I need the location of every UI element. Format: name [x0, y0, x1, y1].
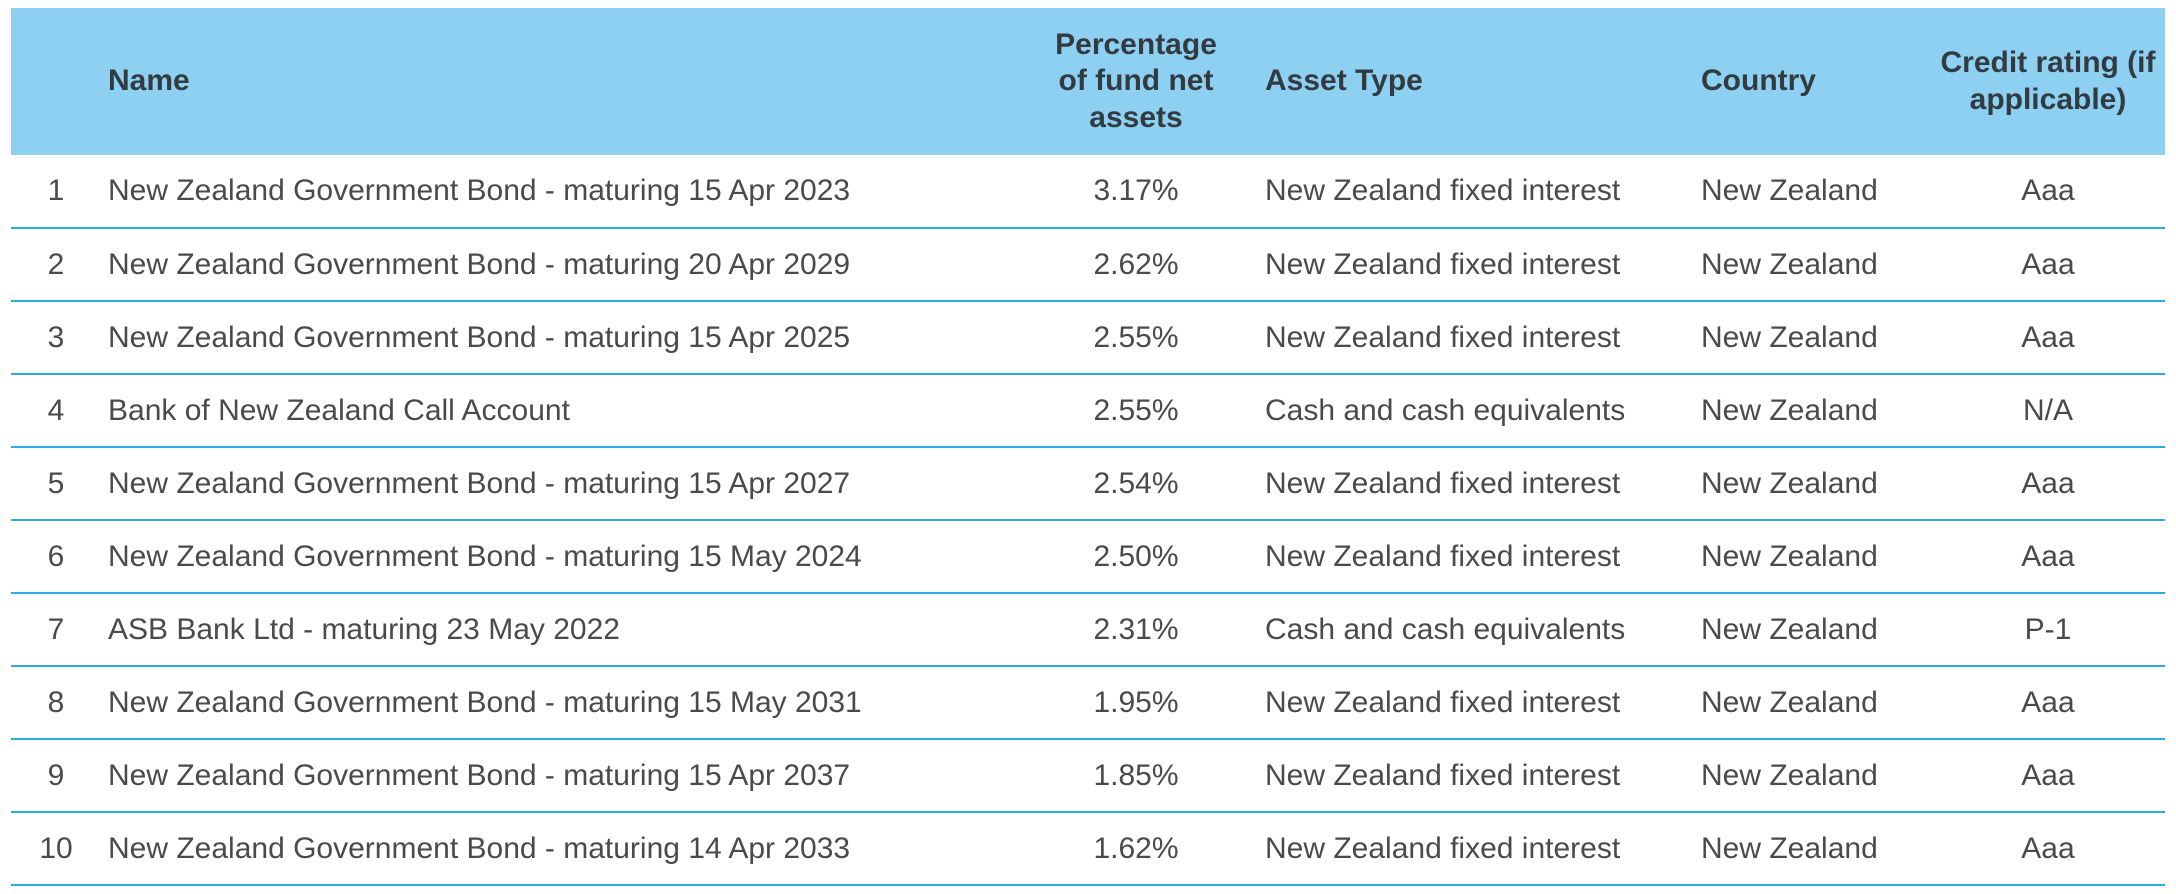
credit-rating-cell: Aaa: [1931, 228, 2165, 302]
percentage-cell: 2.31%: [1041, 593, 1231, 667]
row-number-cell: 8: [11, 666, 101, 740]
asset-type-cell: New Zealand fixed interest: [1231, 228, 1701, 302]
country-cell: New Zealand: [1701, 374, 1931, 448]
credit-rating-cell: N/A: [1931, 374, 2165, 448]
row-number-cell: 3: [11, 301, 101, 375]
country-cell: New Zealand: [1701, 593, 1931, 667]
table-body: 1 New Zealand Government Bond - maturing…: [11, 155, 2165, 886]
credit-rating-cell: Aaa: [1931, 301, 2165, 375]
table-row: 1 New Zealand Government Bond - maturing…: [11, 155, 2165, 229]
row-number-cell: 1: [11, 155, 101, 229]
row-number-cell: 5: [11, 447, 101, 521]
asset-type-cell: Cash and cash equivalents: [1231, 374, 1701, 448]
credit-rating-cell: Aaa: [1931, 812, 2165, 886]
country-cell: New Zealand: [1701, 155, 1931, 229]
holding-name-cell: New Zealand Government Bond - maturing 1…: [101, 739, 1041, 813]
row-number-cell: 10: [11, 812, 101, 886]
credit-rating-cell: Aaa: [1931, 447, 2165, 521]
row-number-cell: 9: [11, 739, 101, 813]
table-row: 2 New Zealand Government Bond - maturing…: [11, 228, 2165, 302]
country-cell: New Zealand: [1701, 228, 1931, 302]
percentage-cell: 1.62%: [1041, 812, 1231, 886]
credit-rating-cell: Aaa: [1931, 520, 2165, 594]
col-header-asset-type: Asset Type: [1231, 8, 1701, 155]
col-header-percentage: Percentage of fund net assets: [1041, 8, 1231, 155]
col-header-rank: [11, 8, 101, 155]
percentage-cell: 1.95%: [1041, 666, 1231, 740]
percentage-cell: 2.55%: [1041, 301, 1231, 375]
country-cell: New Zealand: [1701, 666, 1931, 740]
country-cell: New Zealand: [1701, 812, 1931, 886]
credit-rating-cell: Aaa: [1931, 155, 2165, 229]
percentage-cell: 2.62%: [1041, 228, 1231, 302]
holding-name-cell: ASB Bank Ltd - maturing 23 May 2022: [101, 593, 1041, 667]
percentage-cell: 2.54%: [1041, 447, 1231, 521]
credit-rating-cell: Aaa: [1931, 666, 2165, 740]
country-cell: New Zealand: [1701, 520, 1931, 594]
percentage-cell: 2.50%: [1041, 520, 1231, 594]
asset-type-cell: New Zealand fixed interest: [1231, 155, 1701, 229]
percentage-cell: 3.17%: [1041, 155, 1231, 229]
table-row: 6 New Zealand Government Bond - maturing…: [11, 520, 2165, 594]
table-row: 9 New Zealand Government Bond - maturing…: [11, 739, 2165, 813]
table-row: 5 New Zealand Government Bond - maturing…: [11, 447, 2165, 521]
asset-type-cell: Cash and cash equivalents: [1231, 593, 1701, 667]
row-number-cell: 7: [11, 593, 101, 667]
holding-name-cell: New Zealand Government Bond - maturing 2…: [101, 228, 1041, 302]
table-row: 8 New Zealand Government Bond - maturing…: [11, 666, 2165, 740]
holding-name-cell: New Zealand Government Bond - maturing 1…: [101, 301, 1041, 375]
asset-type-cell: New Zealand fixed interest: [1231, 812, 1701, 886]
row-number-cell: 2: [11, 228, 101, 302]
table-header: Name Percentage of fund net assets Asset…: [11, 8, 2165, 155]
credit-rating-cell: Aaa: [1931, 739, 2165, 813]
holding-name-cell: New Zealand Government Bond - maturing 1…: [101, 520, 1041, 594]
country-cell: New Zealand: [1701, 301, 1931, 375]
holding-name-cell: New Zealand Government Bond - maturing 1…: [101, 666, 1041, 740]
row-number-cell: 4: [11, 374, 101, 448]
asset-type-cell: New Zealand fixed interest: [1231, 666, 1701, 740]
asset-type-cell: New Zealand fixed interest: [1231, 447, 1701, 521]
holding-name-cell: New Zealand Government Bond - maturing 1…: [101, 447, 1041, 521]
credit-rating-cell: P-1: [1931, 593, 2165, 667]
asset-type-cell: New Zealand fixed interest: [1231, 520, 1701, 594]
col-header-name: Name: [101, 8, 1041, 155]
country-cell: New Zealand: [1701, 739, 1931, 813]
col-header-country: Country: [1701, 8, 1931, 155]
table-row: 7 ASB Bank Ltd - maturing 23 May 2022 2.…: [11, 593, 2165, 667]
table-row: 4 Bank of New Zealand Call Account 2.55%…: [11, 374, 2165, 448]
col-header-credit-rating: Credit rating (if applicable): [1931, 8, 2165, 155]
holding-name-cell: New Zealand Government Bond - maturing 1…: [101, 155, 1041, 229]
row-number-cell: 6: [11, 520, 101, 594]
top-holdings-table: Name Percentage of fund net assets Asset…: [11, 8, 2165, 886]
asset-type-cell: New Zealand fixed interest: [1231, 739, 1701, 813]
asset-type-cell: New Zealand fixed interest: [1231, 301, 1701, 375]
percentage-cell: 1.85%: [1041, 739, 1231, 813]
holding-name-cell: New Zealand Government Bond - maturing 1…: [101, 812, 1041, 886]
header-row: Name Percentage of fund net assets Asset…: [11, 8, 2165, 155]
table-row: 10 New Zealand Government Bond - maturin…: [11, 812, 2165, 886]
table-row: 3 New Zealand Government Bond - maturing…: [11, 301, 2165, 375]
country-cell: New Zealand: [1701, 447, 1931, 521]
holding-name-cell: Bank of New Zealand Call Account: [101, 374, 1041, 448]
percentage-cell: 2.55%: [1041, 374, 1231, 448]
